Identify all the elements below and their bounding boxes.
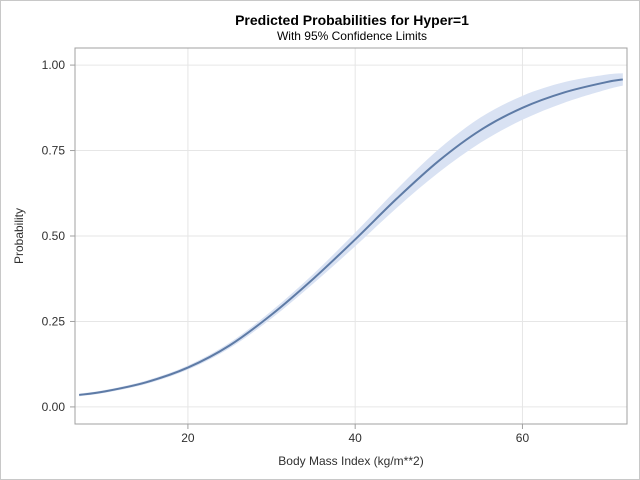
series-line-layer: [79, 78, 623, 396]
chart-subtitle: With 95% Confidence Limits: [277, 29, 427, 43]
x-tick-label: 40: [349, 431, 363, 445]
chart-title: Predicted Probabilities for Hyper=1: [235, 12, 469, 28]
predicted-probability-line: [79, 78, 623, 396]
confidence-band-layer: [79, 73, 623, 397]
grid-lines: [75, 48, 627, 424]
x-tick-label: 60: [516, 431, 530, 445]
x-axis-label: Body Mass Index (kg/m**2): [278, 454, 423, 468]
confidence-band: [79, 73, 623, 397]
y-tick-label: 1.00: [42, 58, 66, 72]
axis-ticks: 20 40 60 0.00 0.25 0.50 0.75 1.00: [42, 58, 530, 445]
y-tick-label: 0.00: [42, 400, 66, 414]
y-tick-label: 0.75: [42, 144, 66, 158]
y-axis-label: Probability: [12, 208, 26, 264]
y-tick-label: 0.50: [42, 229, 66, 243]
y-tick-label: 0.25: [42, 314, 66, 328]
x-tick-label: 20: [181, 431, 195, 445]
